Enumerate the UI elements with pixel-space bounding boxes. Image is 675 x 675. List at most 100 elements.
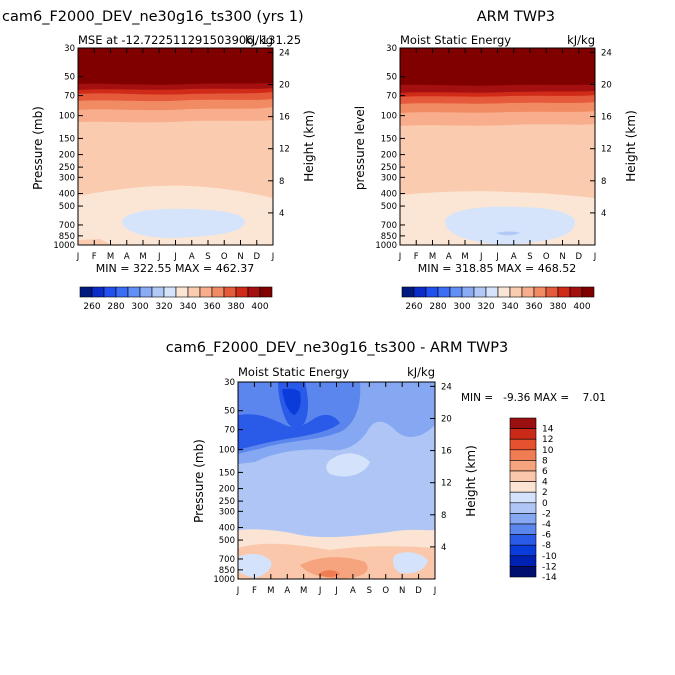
colorbar-mse-box — [175, 286, 189, 298]
x-tick-label: A — [350, 586, 356, 596]
panel-obs-units: kJ/kg — [567, 33, 595, 47]
x-tick-label: O — [221, 252, 228, 262]
x-tick-label: M — [107, 252, 114, 262]
y-tick-label: 100 — [59, 112, 75, 122]
colorbar-mse-box — [103, 286, 117, 298]
y-tick-label: 850 — [381, 232, 397, 242]
fill-plus6-lower — [318, 570, 340, 577]
y-tick-label: 150 — [381, 134, 397, 144]
height-tick-label: 12 — [279, 145, 290, 155]
panel-obs-ylabel: pressure level — [353, 106, 367, 190]
x-tick-label: D — [575, 252, 582, 262]
panel-model-stats: MIN = 322.55 MAX = 462.37 — [96, 262, 254, 275]
panel-diff-units: kJ/kg — [407, 365, 435, 379]
colorbar-mse-label: 320 — [155, 302, 172, 312]
x-tick-label: S — [205, 252, 210, 262]
y-tick-label: 100 — [219, 446, 235, 456]
colorbar-mse-label-right: 320 — [477, 302, 494, 312]
y-tick-label: 1000 — [375, 241, 397, 251]
colorbar-diff-box — [509, 544, 537, 557]
y-tick-label: 300 — [219, 507, 235, 517]
colorbar-diff-box — [509, 438, 537, 451]
colorbar-mse-label: 340 — [179, 302, 196, 312]
y-tick-label: 70 — [224, 426, 235, 436]
colorbar-mse-box — [187, 286, 201, 298]
x-tick-label: M — [139, 252, 146, 262]
y-tick-label: 700 — [59, 221, 75, 231]
colorbar-mse-box — [211, 286, 225, 298]
x-tick-label: J — [495, 252, 499, 262]
fill-minus8-band — [238, 414, 340, 450]
height-tick-label: 8 — [279, 177, 284, 187]
colorbar-diff-box — [509, 566, 537, 578]
y-tick-label: 30 — [64, 44, 75, 54]
colorbar-diff-box — [509, 417, 537, 429]
panel-diff: cam6_F2000_DEV_ne30g16_ts300 - ARM TWP3 … — [166, 340, 606, 596]
colorbar-diff-label: -10 — [542, 552, 557, 562]
x-tick-label: J — [593, 252, 597, 262]
colorbar-mse-box-right — [461, 286, 475, 298]
x-tick-label: S — [367, 586, 372, 596]
colorbar-mse-label: 300 — [131, 302, 148, 312]
x-tick-label: M — [300, 586, 307, 596]
colorbar-mse-label-right: 280 — [429, 302, 446, 312]
colorbar-diff-label: -14 — [542, 573, 557, 583]
colorbar-mse-box-right — [449, 286, 463, 298]
panel-diff-stats: MIN = -9.36 MAX = 7.01 — [461, 392, 606, 404]
colorbar-diff-box — [509, 491, 537, 504]
panel-obs-contours — [400, 48, 595, 245]
y-tick-label: 500 — [381, 202, 397, 212]
y-tick-label: 850 — [219, 566, 235, 576]
height-tick-label: 24 — [441, 382, 452, 392]
height-tick-label: 8 — [441, 511, 446, 521]
colorbar-mse-box — [223, 286, 237, 298]
colorbar-mse-box-right — [413, 286, 427, 298]
x-tick-label: J — [76, 252, 80, 262]
colorbar-diff-box — [509, 534, 537, 546]
colorbar-diff-label: 6 — [542, 467, 548, 477]
colorbar-diff-box — [509, 428, 537, 440]
colorbar-diff-label: 0 — [542, 499, 548, 509]
colorbar-diff-box — [509, 513, 537, 525]
x-tick-label: M — [461, 252, 468, 262]
colorbar-mse-box-right — [425, 286, 439, 298]
y-tick-label: 250 — [219, 497, 235, 507]
panel-diff-title: cam6_F2000_DEV_ne30g16_ts300 - ARM TWP3 — [166, 340, 509, 356]
y-tick-label: 1000 — [53, 241, 75, 251]
x-tick-label: M — [267, 586, 274, 596]
y-tick-label: 1000 — [213, 575, 235, 585]
panel-model-ylabel-right: Height (km) — [302, 110, 316, 181]
colorbar-mse-label: 380 — [227, 302, 244, 312]
fill-minus10-core — [282, 388, 301, 415]
y-tick-label: 200 — [381, 151, 397, 161]
x-tick-label: S — [527, 252, 532, 262]
fill-minus2-lower-left — [238, 553, 272, 578]
colorbar-diff-box — [509, 481, 537, 493]
x-tick-label: D — [415, 586, 422, 596]
height-tick-label: 4 — [279, 209, 284, 219]
panel-diff-contours — [238, 382, 435, 579]
height-tick-label: 24 — [601, 48, 612, 58]
colorbar-mse-box — [91, 286, 105, 298]
y-tick-label: 250 — [59, 163, 75, 173]
colorbar-mse-box-right — [401, 286, 415, 298]
fill-low-blob — [445, 206, 575, 245]
x-tick-label: J — [433, 586, 437, 596]
x-tick-label: O — [382, 586, 389, 596]
colorbar-mse-label: 400 — [251, 302, 268, 312]
height-tick-label: 20 — [279, 80, 290, 90]
colorbar-diff-box — [509, 449, 537, 461]
x-tick-label: A — [446, 252, 452, 262]
y-tick-label: 300 — [59, 173, 75, 183]
fill-plus4-lower — [300, 557, 368, 579]
colorbar-diff-label: -6 — [542, 531, 551, 541]
x-tick-label: N — [399, 586, 405, 596]
colorbar-diff-label: -2 — [542, 509, 551, 519]
fill-minus2-mid — [326, 453, 370, 477]
panel-diff-ylabel: Pressure (mb) — [192, 439, 206, 523]
colorbar-mse-box-right — [509, 286, 523, 298]
panel-obs-ylabel-right: Height (km) — [624, 110, 638, 181]
colorbar-diff-label: -4 — [542, 520, 551, 530]
